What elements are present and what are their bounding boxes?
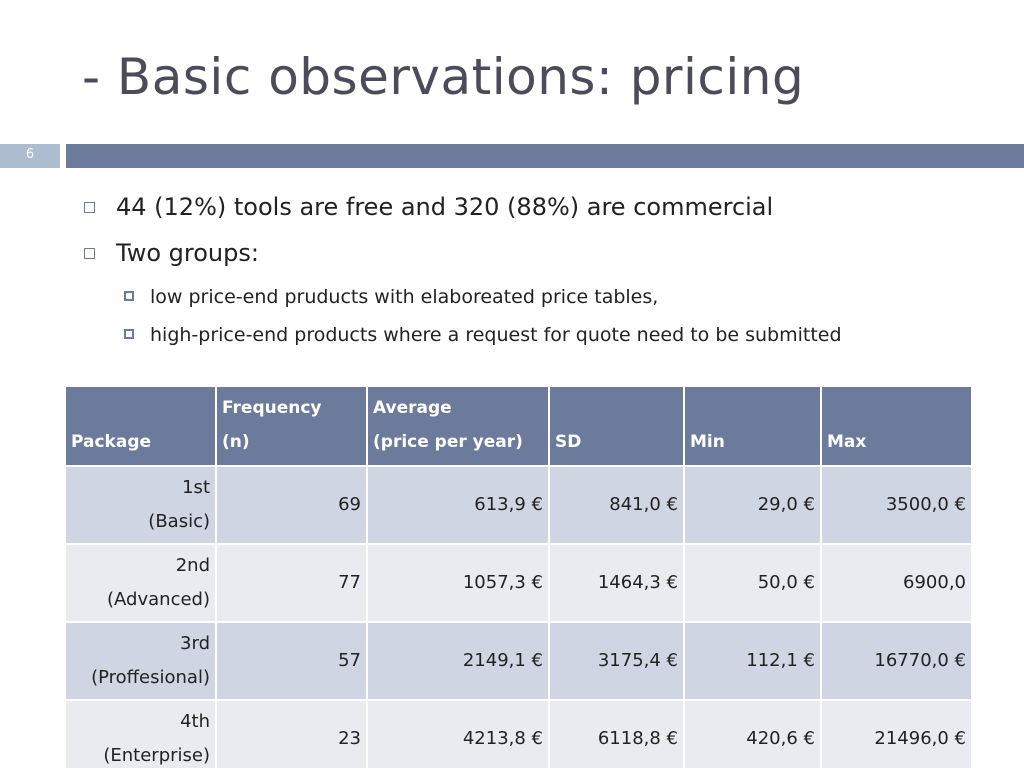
package-name: (Basic) bbox=[148, 511, 210, 532]
header-frequency-line2: (n) bbox=[222, 432, 250, 452]
cell-frequency: 23 bbox=[215, 699, 368, 768]
cell-frequency: 69 bbox=[215, 465, 368, 545]
square-bullet-icon bbox=[84, 248, 95, 259]
header-average-line1: Average bbox=[373, 398, 452, 418]
cell-max: 21496,0 € bbox=[820, 699, 973, 768]
header-max-label: Max bbox=[827, 432, 867, 452]
sub-bullet-item: low price-end pruducts with elaboreated … bbox=[82, 282, 1012, 320]
cell-package: 2nd (Advanced) bbox=[64, 543, 217, 623]
cell-package: 4th (Enterprise) bbox=[64, 699, 217, 768]
cell-max: 16770,0 € bbox=[820, 621, 973, 701]
header-min: Min bbox=[683, 385, 822, 467]
cell-min: 29,0 € bbox=[683, 465, 822, 545]
slide-title: - Basic observations: pricing bbox=[82, 48, 805, 106]
bullet-item: 44 (12%) tools are free and 320 (88%) ar… bbox=[82, 190, 1012, 236]
package-name: (Advanced) bbox=[107, 589, 210, 610]
package-tier: 4th bbox=[180, 711, 210, 732]
cell-max: 6900,0 bbox=[820, 543, 973, 623]
header-package: Package bbox=[64, 385, 217, 467]
header-max: Max bbox=[820, 385, 973, 467]
sub-bullet-text: low price-end pruducts with elaboreated … bbox=[150, 286, 659, 308]
table-row: 1st (Basic) 69 613,9 € 841,0 € 29,0 € 35… bbox=[64, 465, 973, 545]
cell-max: 3500,0 € bbox=[820, 465, 973, 545]
table-header-row: Package Frequency (n) Average (price per… bbox=[64, 385, 973, 467]
table-row: 4th (Enterprise) 23 4213,8 € 6118,8 € 42… bbox=[64, 699, 973, 768]
cell-min: 50,0 € bbox=[683, 543, 822, 623]
header-package-label: Package bbox=[71, 432, 152, 452]
table-row: 2nd (Advanced) 77 1057,3 € 1464,3 € 50,0… bbox=[64, 543, 973, 623]
pricing-table: Package Frequency (n) Average (price per… bbox=[64, 385, 973, 768]
package-tier: 1st bbox=[182, 477, 210, 498]
cell-sd: 3175,4 € bbox=[548, 621, 685, 701]
cell-sd: 841,0 € bbox=[548, 465, 685, 545]
slide-number: 6 bbox=[0, 144, 60, 168]
cell-sd: 6118,8 € bbox=[548, 699, 685, 768]
header-average: Average (price per year) bbox=[366, 385, 550, 467]
cell-average: 4213,8 € bbox=[366, 699, 550, 768]
header-min-label: Min bbox=[690, 432, 725, 452]
bullet-text: Two groups: bbox=[116, 239, 259, 267]
header-sd: SD bbox=[548, 385, 685, 467]
package-name: (Enterprise) bbox=[103, 745, 210, 766]
cell-frequency: 77 bbox=[215, 543, 368, 623]
bullet-item: Two groups: bbox=[82, 236, 1012, 282]
cell-frequency: 57 bbox=[215, 621, 368, 701]
sub-bullet-text: high-price-end products where a request … bbox=[150, 324, 842, 346]
cell-average: 1057,3 € bbox=[366, 543, 550, 623]
cell-sd: 1464,3 € bbox=[548, 543, 685, 623]
sub-bullet-item: high-price-end products where a request … bbox=[82, 320, 1012, 358]
cell-average: 2149,1 € bbox=[366, 621, 550, 701]
square-sub-bullet-icon bbox=[124, 291, 134, 301]
package-tier: 3rd bbox=[180, 633, 210, 654]
square-sub-bullet-icon bbox=[124, 329, 134, 339]
header-frequency-line1: Frequency bbox=[222, 398, 322, 418]
package-name: (Proffesional) bbox=[91, 667, 210, 688]
cell-package: 3rd (Proffesional) bbox=[64, 621, 217, 701]
cell-min: 420,6 € bbox=[683, 699, 822, 768]
header-sd-label: SD bbox=[555, 432, 582, 452]
title-divider-bar bbox=[66, 144, 1024, 168]
bullet-text: 44 (12%) tools are free and 320 (88%) ar… bbox=[116, 193, 774, 221]
bullet-list: 44 (12%) tools are free and 320 (88%) ar… bbox=[82, 190, 1012, 358]
cell-average: 613,9 € bbox=[366, 465, 550, 545]
cell-package: 1st (Basic) bbox=[64, 465, 217, 545]
package-tier: 2nd bbox=[175, 555, 210, 576]
header-frequency: Frequency (n) bbox=[215, 385, 368, 467]
cell-min: 112,1 € bbox=[683, 621, 822, 701]
table-row: 3rd (Proffesional) 57 2149,1 € 3175,4 € … bbox=[64, 621, 973, 701]
header-average-line2: (price per year) bbox=[373, 432, 523, 452]
square-bullet-icon bbox=[84, 202, 95, 213]
